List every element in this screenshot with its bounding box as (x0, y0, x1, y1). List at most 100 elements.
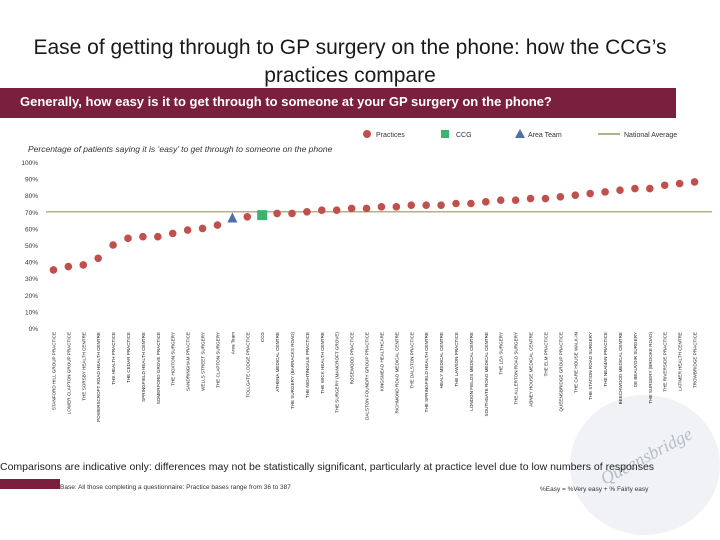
legend-practice-marker (363, 130, 371, 138)
practice-point (303, 208, 311, 216)
practice-point (318, 206, 326, 214)
x-tick-label: SOUTHGATE ROAD MEDICAL CENTRE (484, 332, 489, 416)
practice-point (64, 262, 73, 271)
practice-point (690, 178, 699, 186)
practice-point (437, 201, 445, 209)
x-tick-label: LATIMER HEALTH CENTRE (678, 332, 683, 391)
x-tick-label: SPRINGFIELD HEALTH CENTRE (141, 332, 146, 402)
legend-practices-label: Practices (376, 132, 405, 139)
y-tick-label: 70% (25, 210, 38, 217)
x-tick-label: STANFORD HILL GROUP PRACTICE (51, 332, 56, 410)
legend-area-team-marker (515, 129, 525, 138)
practice-point (511, 196, 520, 204)
base-note-strip (0, 479, 60, 489)
y-tick-label: 80% (25, 193, 38, 200)
chart-subtitle: Percentage of patients saying it is ‘eas… (28, 144, 333, 154)
practice-point (675, 179, 684, 188)
x-tick-label: SOMERFORD GROVE PRACTICE (156, 332, 161, 404)
x-tick-label: THE CEDAR PRACTICE (126, 332, 131, 383)
practice-point (168, 229, 177, 238)
x-tick-label: WELLS STREET SURGERY (201, 332, 206, 391)
x-tick-label: ABNEY HOUSE MEDICAL CENTRE (529, 332, 534, 407)
legend-ccg-marker (441, 130, 449, 138)
practice-point (139, 232, 147, 241)
practice-point (273, 209, 281, 218)
practice-point (332, 206, 341, 214)
x-tick-label: THE LEA SURGERY (499, 332, 504, 375)
practice-point (452, 199, 460, 208)
x-tick-label: THE ALLERTON ROAD SURGERY (514, 332, 519, 405)
practice-point (243, 212, 252, 221)
practice-point (631, 184, 639, 193)
x-tick-label: LOWER CLAPTON GROUP PRACTICE (66, 332, 71, 414)
practice-point (94, 254, 102, 263)
practice-point (496, 196, 505, 204)
x-tick-label: DE BEAUVOIR SURGERY (633, 332, 638, 387)
practice-point (347, 204, 356, 213)
x-tick-label: THE WICK HEALTH CENTRE (320, 332, 325, 394)
practice-point (422, 201, 430, 209)
x-tick-label: THE CARE HOUSE WALK-IN (573, 332, 578, 393)
x-tick-label: THE ELM PRACTICE (543, 332, 548, 376)
ccg-point (257, 210, 268, 221)
page-title: Ease of getting through to GP surgery on… (33, 36, 667, 87)
x-tick-label: POWERSCROFT ROAD HEALTH CENTRE (96, 332, 101, 422)
practice-point (660, 181, 669, 190)
question-banner: Generally, how easy is it to get through… (0, 88, 676, 118)
x-tick-label: THE SPRINGFIELD HEALTH CENTRE (424, 332, 429, 412)
x-tick-label: Area Team (230, 332, 235, 354)
x-tick-label: THE SURGERY (MANCROFT GROVE) (335, 332, 340, 414)
easy-definition: %Easy = %Very easy + % Fairly easy (540, 486, 649, 493)
y-tick-label: 100% (21, 160, 38, 167)
x-tick-label: RICHMOND ROAD MEDICAL CENTRE (394, 332, 399, 414)
area-team-point (227, 212, 238, 223)
y-tick-label: 40% (25, 260, 38, 267)
legend-ccg-label: CCG (456, 132, 472, 139)
x-tick-label: THE RIVERSIDE PRACTICE (663, 332, 668, 392)
practice-point (646, 184, 654, 193)
x-tick-label: SANDRINGHAM PRACTICE (186, 332, 191, 391)
practice-point (482, 198, 490, 206)
practice-point (586, 189, 594, 198)
practice-point (198, 224, 207, 233)
x-tick-label: THE HEALTH PRACTICE (111, 332, 116, 385)
practice-point (154, 232, 162, 241)
practice-point (392, 203, 401, 211)
practice-point (109, 241, 117, 249)
practice-point (49, 266, 58, 274)
y-tick-label: 0% (29, 326, 39, 333)
base-note: Base: All those completing a questionnai… (60, 484, 291, 491)
caveat-text: Comparisons are indicative only: differe… (0, 461, 655, 473)
x-tick-label: KINGSMEAD HEALTHCARE (379, 332, 384, 391)
x-tick-label: ATHENA MEDICAL CENTRE (275, 332, 280, 392)
practice-point (407, 201, 416, 209)
practice-point (288, 209, 296, 218)
practice-point (377, 203, 386, 211)
y-tick-label: 30% (25, 276, 38, 283)
practice-point (616, 186, 624, 195)
legend-area-team-label: Area Team (528, 132, 562, 139)
logo-watermark-circle (570, 395, 720, 535)
practice-point (601, 188, 609, 196)
x-tick-label: LONDON FIELDS MEDICAL CENTRE (469, 332, 474, 411)
chart-legend: Practices CCG Area Team National Average (363, 129, 677, 139)
x-tick-label: BEECHWOOD MEDICAL CENTRE (618, 332, 623, 404)
y-tick-label: 20% (25, 293, 38, 300)
x-tick-label: DALSTON FOUNDRY GROUP PRACTICE (365, 332, 370, 420)
practice-point (571, 191, 580, 199)
x-tick-label: QUEENSBRIDGE GROUP PRACTICE (558, 332, 563, 412)
y-tick-label: 90% (25, 177, 38, 184)
x-tick-label: THE NEAMAN PRACTICE (603, 332, 608, 387)
x-tick-label: THE SURGERY (BARRACKS ROAD) (290, 332, 295, 410)
x-tick-label: THE LAWSON PRACTICE (454, 332, 459, 387)
x-tick-label: HEALY MEDICAL CENTRE (439, 332, 444, 388)
y-tick-label: 10% (25, 309, 38, 316)
x-tick-label: THE STATION ROAD SURGERY (588, 332, 593, 400)
practice-comparison-chart: 0% 10% 20% 30% 40% 50% 60% 70% 80% 90% 100% STANFOR… (21, 160, 712, 422)
x-tick-label: THE SORSBY HEALTH CENTRE (81, 332, 86, 401)
legend-national-average-label: National Average (624, 132, 677, 139)
practice-point (526, 194, 535, 203)
x-tick-label: THE HOXTON SURGERY (171, 332, 176, 386)
question-text: Generally, how easy is it to get through… (20, 94, 552, 109)
y-tick-label: 60% (25, 226, 38, 233)
